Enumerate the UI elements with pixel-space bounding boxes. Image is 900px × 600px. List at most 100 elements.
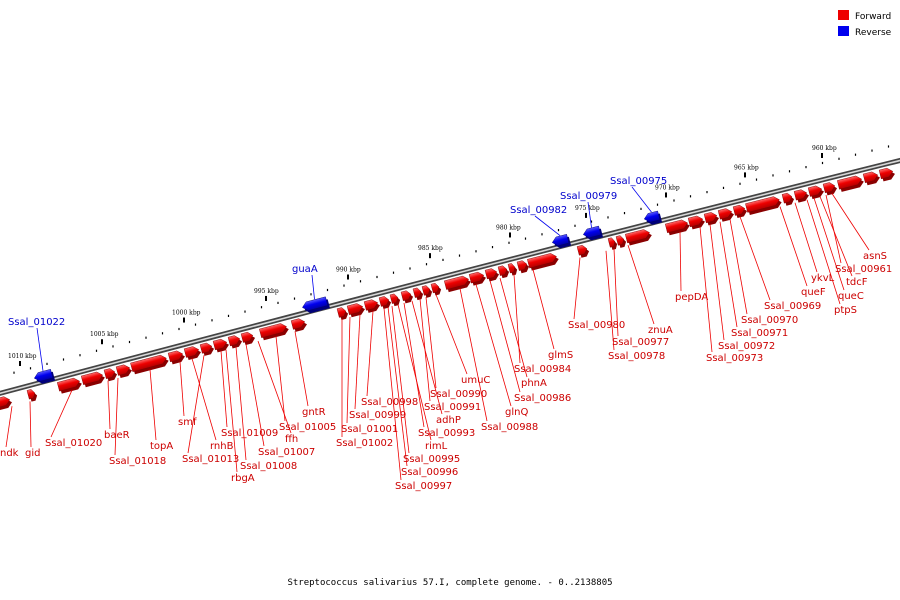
forward-gene[interactable] xyxy=(240,331,256,346)
forward-gene-label: Ssal_01018 xyxy=(109,456,166,467)
forward-gene[interactable] xyxy=(290,317,308,332)
forward-gene[interactable] xyxy=(56,376,83,394)
scale-minor-tick xyxy=(640,207,642,210)
forward-gene[interactable] xyxy=(378,295,392,310)
forward-gene[interactable] xyxy=(412,287,424,301)
forward-gene-label: Ssal_00970 xyxy=(741,315,798,326)
gene-track xyxy=(0,167,896,411)
forward-gene[interactable] xyxy=(167,349,186,365)
gene-body xyxy=(717,208,733,220)
forward-gene-label: rnhB xyxy=(210,441,234,452)
forward-gene[interactable] xyxy=(227,334,243,349)
reverse-gene[interactable] xyxy=(643,210,663,227)
forward-gene[interactable] xyxy=(389,293,401,307)
forward-gene[interactable] xyxy=(212,338,230,353)
forward-gene[interactable] xyxy=(103,367,118,382)
forward-gene-label: Ssal_00984 xyxy=(514,364,571,375)
gene-body xyxy=(687,215,704,228)
scale-minor-tick xyxy=(79,354,81,357)
scale-major-tick xyxy=(347,274,349,280)
forward-gene[interactable] xyxy=(363,298,381,313)
scale-minor-tick xyxy=(838,157,840,160)
forward-gene[interactable] xyxy=(400,289,414,304)
forward-gene[interactable] xyxy=(80,370,106,388)
forward-gene[interactable] xyxy=(837,174,865,192)
forward-gene-label: phnA xyxy=(521,378,547,389)
forward-gene[interactable] xyxy=(336,306,349,320)
scale-minor-tick xyxy=(442,258,444,261)
forward-gene-label: Ssal_01007 xyxy=(258,447,315,458)
scale-minor-tick xyxy=(491,246,494,249)
forward-gene[interactable] xyxy=(781,192,795,206)
forward-gene[interactable] xyxy=(26,388,38,402)
forward-gene[interactable] xyxy=(484,267,500,282)
forward-gene[interactable] xyxy=(625,228,653,246)
forward-gene[interactable] xyxy=(822,181,838,196)
forward-gene[interactable] xyxy=(507,262,518,276)
scale-major-tick xyxy=(101,339,103,345)
forward-gene[interactable] xyxy=(421,284,433,298)
reverse-gene-label: Ssal_00975 xyxy=(610,176,667,187)
forward-gene[interactable] xyxy=(468,271,487,286)
reverse-gene[interactable] xyxy=(582,225,604,242)
gene-body xyxy=(745,196,780,213)
forward-gene[interactable] xyxy=(430,282,442,296)
legend-reverse-label: Reverse xyxy=(855,28,892,38)
forward-gene-leader xyxy=(475,284,512,407)
forward-gene-label: Ssal_01020 xyxy=(45,438,102,449)
forward-gene[interactable] xyxy=(516,259,530,274)
scale-minor-tick xyxy=(343,284,345,287)
scale-minor-tick xyxy=(772,174,774,177)
forward-gene[interactable] xyxy=(527,252,560,271)
forward-gene[interactable] xyxy=(0,395,13,411)
reverse-gene-label: Ssal_00982 xyxy=(510,205,567,216)
gene-body xyxy=(497,265,508,276)
forward-gene-label: Ssal_01009 xyxy=(221,428,278,439)
gene-body xyxy=(807,185,823,197)
forward-gene-leader xyxy=(225,349,238,473)
scale-tick-label: 995 kbp xyxy=(254,288,279,295)
reverse-gene[interactable] xyxy=(301,296,330,314)
forward-gene[interactable] xyxy=(576,244,590,258)
forward-gene[interactable] xyxy=(497,265,510,279)
forward-gene[interactable] xyxy=(807,184,825,200)
gene-body xyxy=(576,244,588,256)
forward-gene[interactable] xyxy=(687,214,706,230)
gene-body xyxy=(400,290,412,302)
scale-minor-tick xyxy=(590,220,593,223)
gene-body xyxy=(80,371,103,385)
forward-gene[interactable] xyxy=(607,237,618,250)
scale-tick-label: 980 kbp xyxy=(496,224,521,231)
forward-gene[interactable] xyxy=(717,207,735,222)
forward-gene[interactable] xyxy=(664,218,691,236)
scale-minor-tick xyxy=(227,314,230,317)
scale-minor-tick xyxy=(458,254,461,257)
forward-gene[interactable] xyxy=(115,363,133,379)
forward-gene[interactable] xyxy=(444,274,472,293)
forward-gene-label: Ssal_00995 xyxy=(403,454,460,465)
scale-minor-tick xyxy=(112,345,114,348)
gene-body xyxy=(240,331,254,343)
gene-body xyxy=(290,318,306,330)
scale-tick-label: 985 kbp xyxy=(418,245,443,252)
forward-gene[interactable] xyxy=(259,322,290,341)
forward-gene[interactable] xyxy=(615,235,627,249)
forward-gene[interactable] xyxy=(346,302,366,318)
reverse-gene[interactable] xyxy=(33,368,56,386)
forward-gene[interactable] xyxy=(732,204,748,219)
forward-gene-label: ffh xyxy=(285,434,298,445)
forward-gene[interactable] xyxy=(183,345,202,361)
forward-gene-leader xyxy=(825,194,842,264)
forward-gene[interactable] xyxy=(703,211,720,226)
forward-gene-label: znuA xyxy=(648,325,673,336)
reverse-gene[interactable] xyxy=(551,234,572,250)
gene-body xyxy=(56,377,80,392)
forward-gene[interactable] xyxy=(199,341,215,356)
forward-gene[interactable] xyxy=(745,195,782,215)
forward-gene[interactable] xyxy=(793,188,810,203)
gene-body xyxy=(507,263,516,274)
gene-body xyxy=(664,219,688,234)
forward-gene[interactable] xyxy=(878,167,896,182)
forward-gene[interactable] xyxy=(862,170,881,186)
forward-gene[interactable] xyxy=(130,353,169,375)
